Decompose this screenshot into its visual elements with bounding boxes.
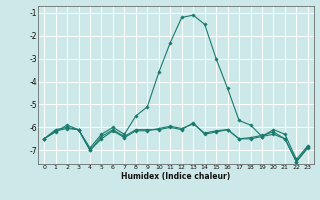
X-axis label: Humidex (Indice chaleur): Humidex (Indice chaleur) bbox=[121, 172, 231, 181]
